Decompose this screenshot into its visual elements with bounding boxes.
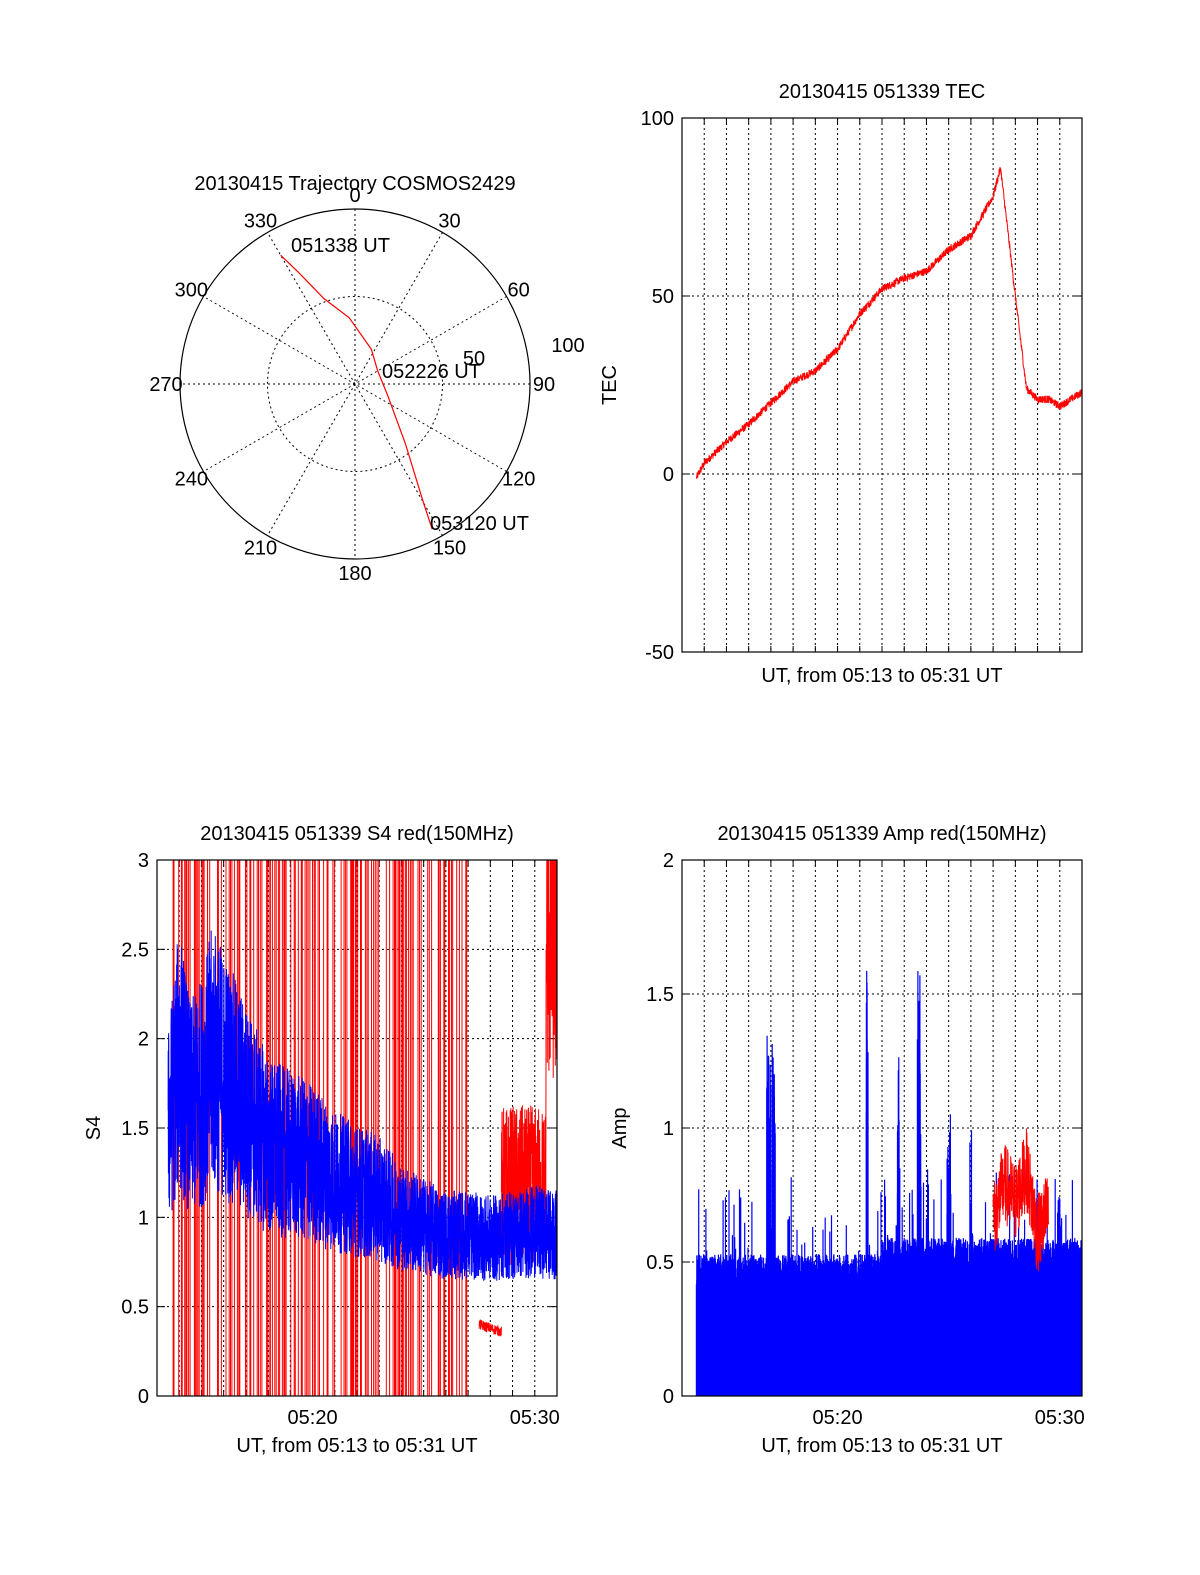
- y-tick-label: 0: [663, 1386, 674, 1408]
- azimuth-label: 330: [244, 210, 277, 232]
- s4-chart: 20130415 051339 S4 red(150MHz) 0 0.5 1 1.5 2 2…: [83, 823, 560, 1457]
- azimuth-label: 30: [438, 210, 460, 232]
- tec-series-line: [695, 166, 1082, 479]
- y-tick-label: 2.5: [121, 939, 149, 961]
- y-tick-label: 1: [663, 1118, 674, 1140]
- azimuth-label: 90: [533, 374, 555, 396]
- y-axis-label: TEC: [599, 365, 621, 405]
- y-axis-label: S4: [83, 1116, 105, 1140]
- polar-grid-ring: [267, 296, 443, 472]
- azimuth-label: 180: [338, 563, 371, 585]
- y-tick-label: 3: [138, 850, 149, 872]
- x-tick-label: 05:30: [510, 1407, 560, 1429]
- y-tick-label: 100: [641, 108, 674, 130]
- plot-frame: [681, 859, 1083, 1397]
- radius-label: 50: [463, 348, 485, 370]
- plot-frame: [156, 859, 558, 1397]
- y-tick-label: 0.5: [646, 1252, 674, 1274]
- x-axis-label: UT, from 05:13 to 05:31 UT: [761, 665, 1002, 687]
- y-tick-label: 0: [663, 464, 674, 486]
- radius-label: 100: [551, 335, 584, 357]
- plot-area: [167, 860, 557, 1396]
- trajectory-mid-label: 052226 UT: [382, 361, 481, 383]
- trajectory-start-label: 051338 UT: [291, 235, 390, 257]
- polar-spoke: [267, 232, 443, 536]
- trajectory-end-label: 053120 UT: [430, 513, 529, 535]
- x-axis-label: UT, from 05:13 to 05:31 UT: [761, 1435, 1002, 1457]
- azimuth-label: 60: [508, 280, 530, 302]
- plot-area: [695, 970, 1082, 1396]
- y-tick-label: 50: [652, 286, 674, 308]
- chart-title: 20130415 051339 Amp red(150MHz): [717, 823, 1046, 845]
- azimuth-label: 300: [175, 280, 208, 302]
- tec-chart: 20130415 051339 TEC -50 0 50 100 UT, from 05:…: [599, 81, 1083, 687]
- azimuth-label: 270: [149, 374, 182, 396]
- azimuth-label: 240: [175, 469, 208, 491]
- y-tick-label: 1.5: [121, 1118, 149, 1140]
- azimuth-label: 150: [433, 538, 466, 560]
- x-axis-label: UT, from 05:13 to 05:31 UT: [236, 1435, 477, 1457]
- y-tick-label: 1: [138, 1207, 149, 1229]
- trajectory-line: [280, 254, 433, 530]
- x-tick-label: 05:30: [1035, 1407, 1085, 1429]
- x-tick-label: 05:20: [813, 1407, 863, 1429]
- plot-area: [695, 166, 1082, 479]
- y-tick-label: 2: [138, 1029, 149, 1051]
- y-axis-label: Amp: [609, 1107, 631, 1148]
- chart-title: 20130415 051339 TEC: [779, 81, 985, 103]
- azimuth-label: 210: [244, 538, 277, 560]
- azimuth-label: 0: [349, 185, 360, 207]
- amp-chart: 20130415 051339 Amp red(150MHz) 0 0.5 1 1.5 2…: [609, 823, 1085, 1457]
- chart-title: 20130415 051339 S4 red(150MHz): [200, 823, 514, 845]
- y-tick-label: 2: [663, 850, 674, 872]
- y-tick-label: 0: [138, 1386, 149, 1408]
- s4-red-low-segment: [478, 1319, 502, 1337]
- y-tick-label: 0.5: [121, 1297, 149, 1319]
- amp-red-series: [992, 1128, 1050, 1272]
- chart-title: 20130415 Trajectory COSMOS2429: [194, 173, 515, 195]
- azimuth-label: 120: [502, 469, 535, 491]
- y-tick-label: -50: [645, 642, 674, 664]
- x-tick-label: 05:20: [288, 1407, 338, 1429]
- amp-blue-series: [695, 970, 1082, 1396]
- y-tick-label: 1.5: [646, 984, 674, 1006]
- plot-frame: [681, 117, 1083, 653]
- s4-blue-series: [167, 930, 557, 1281]
